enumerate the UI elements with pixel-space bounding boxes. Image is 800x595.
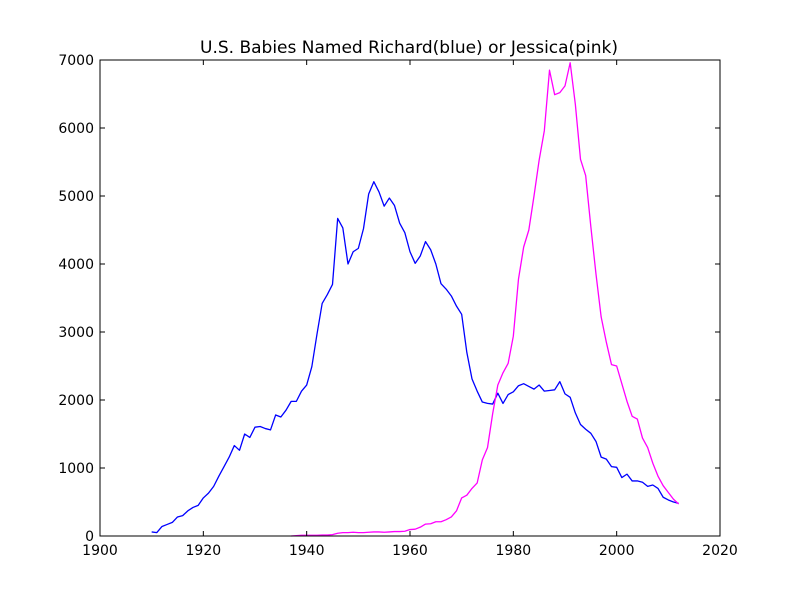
x-tick-label: 1980 bbox=[496, 543, 532, 559]
y-tick-label: 5000 bbox=[58, 189, 94, 205]
y-tick-label: 6000 bbox=[58, 121, 94, 137]
x-tick-label: 2020 bbox=[702, 543, 738, 559]
x-tick-label: 1940 bbox=[289, 543, 325, 559]
chart-title: U.S. Babies Named Richard(blue) or Jessi… bbox=[200, 38, 618, 58]
axes-layer: 1900 1920 1940 1960 1980 2000 2020 0 1000 2000 300… bbox=[58, 53, 737, 559]
x-tick-label: 1900 bbox=[82, 543, 118, 559]
y-tick-label: 4000 bbox=[58, 257, 94, 273]
y-tick-label: 0 bbox=[85, 529, 94, 545]
y-tick-label: 7000 bbox=[58, 53, 94, 69]
series-line-0 bbox=[151, 181, 679, 534]
y-tick-label: 1000 bbox=[58, 461, 94, 477]
y-tick-label: 2000 bbox=[58, 393, 94, 409]
y-tick-label: 3000 bbox=[58, 325, 94, 341]
series-layer bbox=[151, 62, 680, 537]
series-line-1 bbox=[291, 62, 680, 537]
x-tick-label: 1920 bbox=[186, 543, 222, 559]
x-tick-label: 1960 bbox=[392, 543, 428, 559]
x-tick-label: 2000 bbox=[599, 543, 635, 559]
